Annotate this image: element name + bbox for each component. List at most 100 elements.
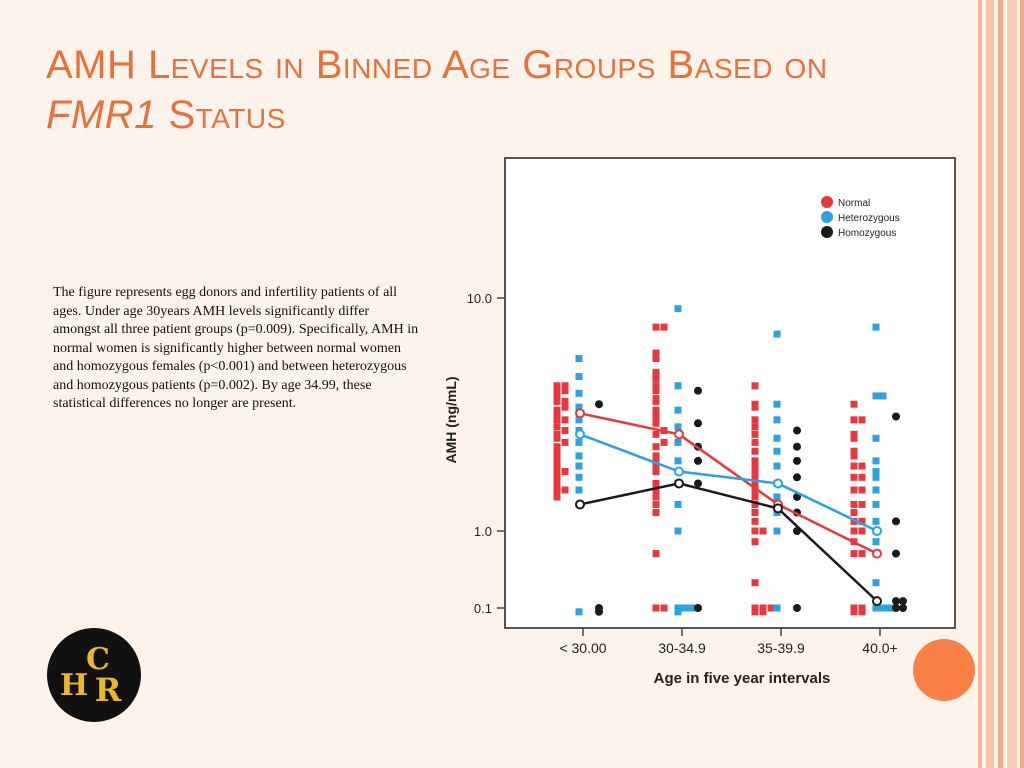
data-point-homozygous [694,604,702,612]
x-tick-label: 35-39.9 [757,640,805,656]
data-point-normal [751,416,759,424]
data-point-homozygous [595,604,603,612]
data-point-normal [553,434,561,442]
data-point-heterozygous [879,604,887,612]
data-point-normal [652,452,660,460]
data-point-normal [553,468,561,476]
data-point-normal [652,387,660,395]
data-point-normal [652,443,660,451]
data-point-homozygous [793,473,801,482]
data-point-normal [652,406,660,414]
data-point-normal [751,527,759,535]
data-point-heterozygous [872,392,880,400]
data-point-homozygous [899,604,907,612]
data-point-normal [553,423,561,431]
data-point-normal [751,447,759,455]
mean-marker-heterozygous [575,429,585,440]
data-point-normal [850,400,858,408]
data-point-normal [858,416,866,424]
data-point-heterozygous [674,382,682,390]
data-point-normal [652,395,660,403]
data-point-normal [858,604,866,612]
data-point-homozygous [892,412,900,421]
y-tick-label: 0.1 [474,601,492,616]
data-point-normal [561,387,569,395]
data-point-normal [759,604,767,612]
data-point-normal [858,608,866,616]
mean-marker-normal [575,408,585,419]
data-point-heterozygous [773,604,781,612]
data-point-normal [553,397,561,405]
mean-line-homozygous [579,482,878,603]
x-axis: < 30.00 30-34.9 35-39.9 40.0+ [559,628,898,656]
mean-marker-homozygous [773,503,783,514]
data-point-normal [751,486,759,494]
svg-text:H: H [60,668,88,703]
data-point-homozygous [892,517,900,526]
title-status: Status [156,93,286,137]
data-point-heterozygous [872,473,880,481]
data-point-heterozygous [872,323,880,331]
data-point-heterozygous [872,604,880,612]
data-point-heterozygous [872,579,880,587]
data-point-homozygous [793,492,801,501]
legend-marker-normal [821,196,833,208]
data-point-homozygous [793,456,801,465]
y-axis-label: AMH (ng/mL) [443,376,459,463]
data-point-normal [751,382,759,390]
data-point-normal [751,493,759,501]
data-point-heterozygous [575,403,583,411]
data-point-homozygous [595,400,603,409]
data-point-heterozygous [674,305,682,313]
data-point-heterozygous [674,438,682,446]
data-point-normal [850,434,858,442]
data-point-normal [553,382,561,390]
slide-title: AMH Levels in Binned Age Groups Based on… [46,40,946,140]
data-point-heterozygous [872,517,880,525]
data-point-homozygous [694,456,702,465]
mean-marker-normal [674,429,684,440]
mean-line-heterozygous [579,433,878,533]
data-point-heterozygous [773,434,781,442]
data-point-normal [850,452,858,460]
data-point-normal [652,323,660,331]
data-point-heterozygous [575,438,583,446]
data-point-homozygous [892,597,900,606]
data-point-normal [751,430,759,438]
data-point-normal [652,604,660,612]
data-point-normal [652,430,660,438]
data-point-normal [553,479,561,487]
data-point-homozygous [793,426,801,435]
data-point-homozygous [694,419,702,428]
data-point-normal [767,604,775,612]
svg-text:C: C [86,642,110,677]
legend-label-normal: Normal [838,198,870,209]
y-axis: 10.0 1.0 0.1 [467,291,505,616]
data-point-normal [751,423,759,431]
data-point-normal [858,550,866,558]
data-point-heterozygous [674,457,682,465]
data-point-heterozygous [872,457,880,465]
data-point-normal [751,403,759,411]
data-point-normal [850,416,858,424]
data-point-normal [652,493,660,501]
data-point-normal [553,416,561,424]
data-point-normal [751,500,759,508]
data-point-heterozygous [674,608,682,616]
data-point-normal [553,462,561,470]
legend-label-heterozygous: Heterozygous [838,213,900,224]
data-point-heterozygous [674,500,682,508]
data-point-normal [850,509,858,517]
data-point-normal [652,500,660,508]
hcr-logo: C H R [47,628,141,722]
data-point-heterozygous [575,452,583,460]
data-point-normal [652,550,660,558]
title-line-2: FMR1 Status [46,90,946,140]
data-point-heterozygous [674,423,682,431]
data-point-heterozygous [773,330,781,338]
data-point-normal [751,473,759,481]
data-point-heterozygous [773,447,781,455]
mean-lines [575,408,882,607]
legend-marker-heterozygous [821,211,833,223]
data-point-homozygous [694,386,702,395]
